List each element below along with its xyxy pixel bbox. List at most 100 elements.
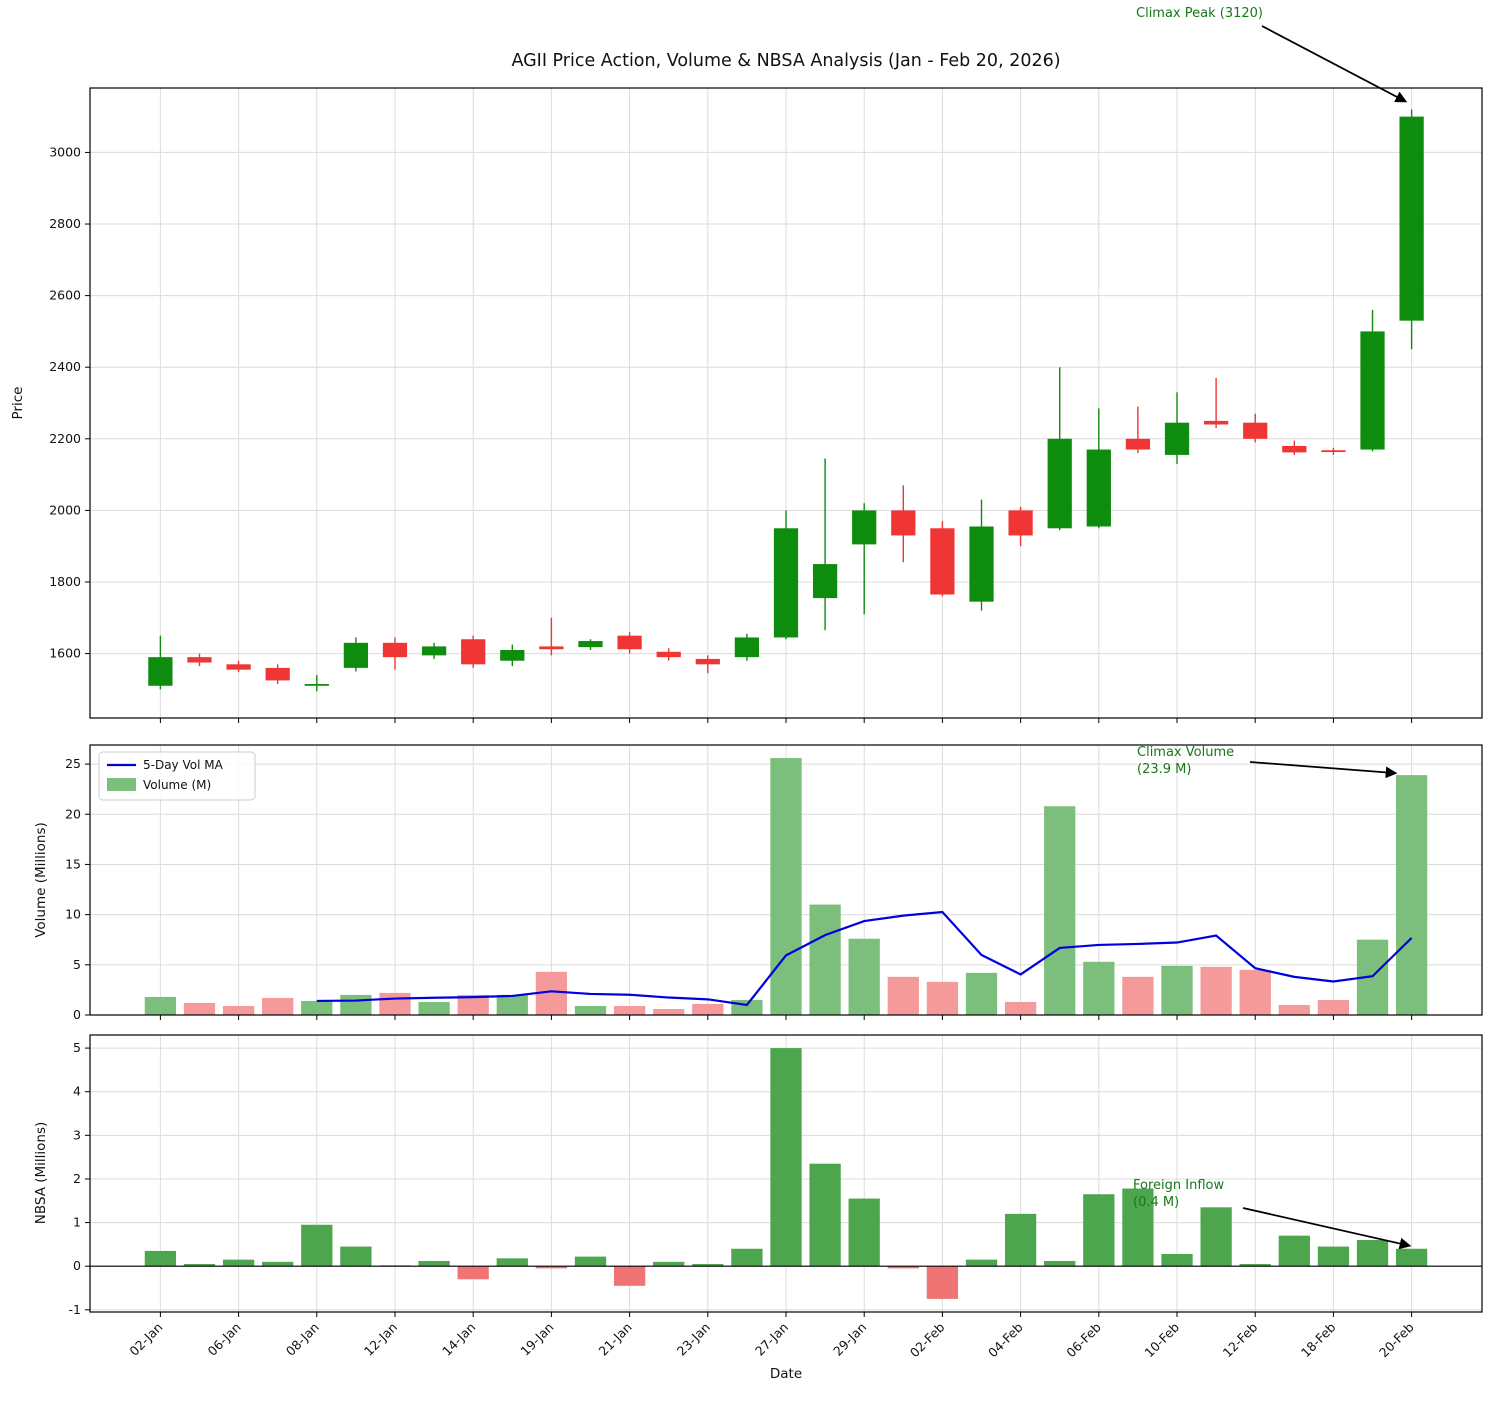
candle-body-down <box>1243 422 1268 439</box>
candle-body-up <box>1399 116 1424 321</box>
volume-bar <box>301 1000 333 1015</box>
x-tick-label: 19-Jan <box>517 1320 556 1359</box>
nbsa-bar <box>144 1250 177 1267</box>
nbsa-bar <box>926 1266 959 1299</box>
volume-bar <box>1200 966 1232 1015</box>
candle-body-down <box>1008 510 1033 536</box>
y-tick-label: -1 <box>69 1302 81 1317</box>
climax-peak-arrow <box>1261 25 1408 103</box>
volume-bar <box>1278 1004 1310 1015</box>
candle-body-up <box>773 528 799 638</box>
nbsa-bar <box>1083 1194 1115 1267</box>
volume-axis-label: Volume (Millions) <box>33 822 49 938</box>
x-tick-label: 21-Jan <box>596 1320 635 1359</box>
nbsa-bar <box>301 1224 333 1267</box>
nbsa-bar <box>183 1264 216 1267</box>
y-tick-label: 3 <box>73 1127 81 1142</box>
y-tick-label: 10 <box>65 907 81 922</box>
candle-body-up <box>343 642 369 668</box>
candle-body-up <box>1047 438 1072 529</box>
volume-bar <box>1317 999 1350 1015</box>
x-tick-label: 12-Jan <box>361 1320 400 1359</box>
candle-body-up <box>969 526 994 602</box>
price-panel-border <box>89 87 1483 719</box>
legend-ma-label: 5-Day Vol MA <box>143 758 224 772</box>
nbsa-bar <box>770 1048 802 1267</box>
volume-bar <box>340 994 372 1015</box>
nbsa-bar <box>1356 1240 1389 1267</box>
volume-bar <box>222 1005 255 1015</box>
x-tick-label: 27-Jan <box>752 1320 791 1359</box>
candle-body-up <box>1086 449 1111 527</box>
nbsa-axis-label: NBSA (Millions) <box>33 1122 49 1225</box>
y-tick-label: 1 <box>73 1215 81 1230</box>
date-axis-label: Date <box>770 1366 802 1382</box>
volume-bar <box>574 1005 607 1015</box>
candle-body-up <box>304 683 329 686</box>
nbsa-bar <box>653 1261 685 1267</box>
y-tick-label: 2000 <box>49 502 81 517</box>
volume-bar <box>965 972 998 1015</box>
nbsa-bar <box>222 1259 255 1267</box>
y-tick-label: 4 <box>73 1084 81 1099</box>
volume-bar <box>653 1008 685 1015</box>
candle-body-down <box>1125 438 1151 450</box>
candle-body-up <box>734 637 760 658</box>
volume-bar <box>457 994 489 1015</box>
y-tick-label: 1800 <box>49 574 81 589</box>
candle-body-down <box>187 657 212 663</box>
y-tick-label: 2400 <box>49 359 81 374</box>
legend-volume-label: Volume (M) <box>143 778 211 792</box>
candle-body-down <box>265 667 290 681</box>
candle-body-down <box>656 651 681 658</box>
nbsa-bar <box>574 1256 607 1267</box>
x-tick-label: 29-Jan <box>830 1320 869 1359</box>
price-axis-label: Price <box>10 387 26 420</box>
x-tick-label: 06-Feb <box>1063 1319 1104 1360</box>
nbsa-bar <box>457 1266 489 1280</box>
candle-body-down <box>1203 420 1229 425</box>
volume-bar <box>1239 969 1271 1015</box>
y-tick-label: 15 <box>65 856 81 871</box>
candle-body-down <box>539 646 564 650</box>
nbsa-bar <box>1395 1248 1428 1267</box>
nbsa-bar <box>613 1266 646 1286</box>
y-tick-label: 2 <box>73 1171 81 1186</box>
x-tick-label: 04-Feb <box>985 1319 1026 1360</box>
nbsa-bar <box>1044 1260 1076 1267</box>
y-tick-label: 2600 <box>49 288 81 303</box>
nbsa-bar <box>887 1266 919 1269</box>
nbsa-bar <box>692 1264 724 1267</box>
y-tick-label: 3000 <box>49 144 81 159</box>
volume-ma-line <box>316 910 1413 1007</box>
nbsa-bar <box>731 1248 763 1267</box>
candle-body-up <box>578 641 603 648</box>
foreign-inflow-annotation-line1: Foreign Inflow <box>1133 1178 1224 1193</box>
volume-bar <box>770 758 802 1015</box>
nbsa-bar <box>1317 1246 1350 1267</box>
annotation-arrows <box>1242 25 1412 1250</box>
x-tick-label: 02-Feb <box>907 1319 948 1360</box>
candle-body-down <box>930 528 955 595</box>
y-tick-label: 5 <box>73 957 81 972</box>
climax-volume-annotation-line2: (23.9 M) <box>1137 762 1191 777</box>
x-tick-label: 20-Feb <box>1376 1319 1417 1360</box>
candle-body-down <box>382 642 408 658</box>
nbsa-panel-border <box>89 1034 1483 1313</box>
y-tick-label: 20 <box>65 806 81 821</box>
volume-bar <box>1122 976 1154 1015</box>
x-tick-label: 06-Jan <box>205 1320 244 1359</box>
volume-bar <box>692 1003 724 1015</box>
foreign-inflow-arrow <box>1242 1207 1412 1250</box>
climax-peak-annotation: Climax Peak (3120) <box>1136 6 1263 21</box>
candle-body-down <box>891 510 916 536</box>
volume-bar <box>809 904 841 1015</box>
volume-bar <box>379 992 411 1015</box>
candle-body-down <box>1321 450 1346 453</box>
y-tick-label: 0 <box>73 1007 81 1022</box>
volume-bar <box>1083 961 1115 1015</box>
nbsa-bar <box>340 1246 372 1267</box>
volume-bar <box>1044 806 1076 1015</box>
volume-bar <box>262 997 294 1015</box>
